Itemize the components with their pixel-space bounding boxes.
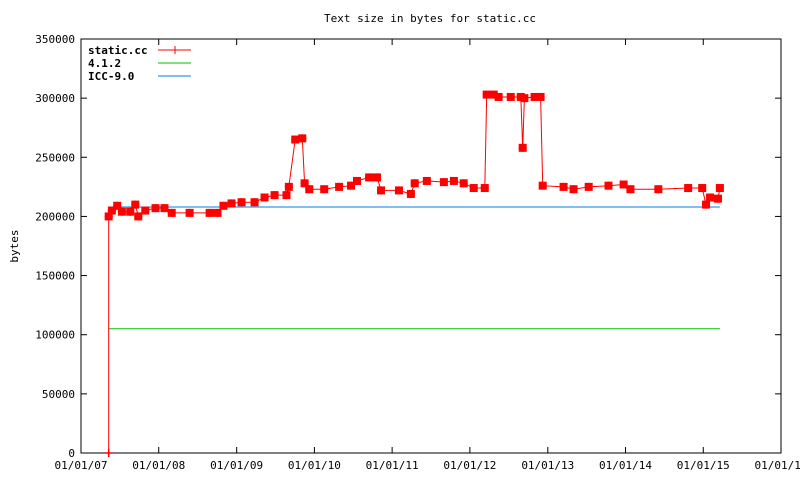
- data-point-marker: [335, 182, 344, 191]
- data-point-marker: [494, 92, 503, 101]
- y-axis-label: bytes: [8, 229, 21, 262]
- data-point-marker: [559, 182, 568, 191]
- series-line-static.cc: [108, 94, 721, 453]
- data-point-marker: [213, 208, 222, 217]
- data-point-marker: [422, 176, 431, 185]
- data-point-marker: [305, 185, 314, 194]
- data-point-marker: [654, 185, 663, 194]
- data-point-marker: [715, 184, 724, 193]
- y-tick-label: 50000: [42, 388, 75, 401]
- x-tick-label: 01/01/15: [677, 459, 730, 472]
- data-point-marker: [520, 94, 529, 103]
- x-tick-label: 01/01/07: [55, 459, 108, 472]
- data-point-marker: [270, 191, 279, 200]
- y-tick-label: 200000: [35, 210, 75, 223]
- data-point-marker: [167, 208, 176, 217]
- y-tick-label: 250000: [35, 151, 75, 164]
- x-tick-label: 01/01/08: [132, 459, 185, 472]
- data-point-marker: [538, 181, 547, 190]
- y-tick-label: 150000: [35, 270, 75, 283]
- data-point-marker: [365, 173, 374, 182]
- data-point-marker: [604, 181, 613, 190]
- data-point-marker: [410, 179, 419, 188]
- data-point-marker: [713, 194, 722, 203]
- data-point-marker: [480, 184, 489, 193]
- data-point-marker: [300, 179, 309, 188]
- data-point-marker: [449, 176, 458, 185]
- data-point-marker: [406, 189, 415, 198]
- data-point-marker: [227, 199, 236, 208]
- data-point-marker: [394, 186, 403, 195]
- chart-title: Text size in bytes for static.cc: [324, 12, 536, 25]
- y-tick-label: 100000: [35, 329, 75, 342]
- data-point-marker: [684, 184, 693, 193]
- data-point-marker: [506, 92, 515, 101]
- data-point-marker: [298, 134, 307, 143]
- data-point-marker: [237, 198, 246, 207]
- data-point-marker: [320, 185, 329, 194]
- x-tick-label: 01/01/11: [366, 459, 419, 472]
- data-point-marker: [117, 207, 126, 216]
- y-tick-label: 0: [68, 447, 75, 460]
- data-point-marker: [489, 90, 498, 99]
- data-point-marker: [141, 206, 150, 215]
- data-point-marker: [469, 184, 478, 193]
- data-point-marker: [260, 193, 269, 202]
- data-point-marker: [530, 92, 539, 101]
- data-point-marker: [282, 191, 291, 200]
- y-tick-label: 300000: [35, 92, 75, 105]
- data-point-marker: [126, 207, 135, 216]
- data-point-marker: [439, 178, 448, 187]
- x-tick-label: 01/01/12: [443, 459, 496, 472]
- data-point-marker: [569, 185, 578, 194]
- data-point-marker: [584, 182, 593, 191]
- data-point-marker: [482, 90, 491, 99]
- data-point-marker: [347, 181, 356, 190]
- data-point-marker: [107, 206, 116, 215]
- data-point-marker: [113, 201, 122, 210]
- data-point-marker: [626, 185, 635, 194]
- data-point-marker: [284, 182, 293, 191]
- plot-frame: [80, 38, 782, 454]
- data-point-marker: [518, 143, 527, 152]
- data-point-marker: [205, 208, 214, 217]
- data-point: [104, 449, 113, 457]
- data-point-marker: [698, 184, 707, 193]
- data-point-marker: [185, 208, 194, 217]
- legend-marker: [170, 46, 179, 54]
- legend-label: 4.1.2: [88, 57, 121, 70]
- data-point-marker: [151, 204, 160, 213]
- y-tick-label: 350000: [35, 33, 75, 46]
- x-tick-label: 01/01/16: [755, 459, 800, 472]
- data-point-marker: [104, 212, 113, 221]
- data-point-marker: [536, 92, 545, 101]
- data-point-marker: [219, 201, 228, 210]
- data-point-marker: [352, 176, 361, 185]
- data-point-marker: [619, 180, 628, 189]
- legend-label: static.cc: [88, 44, 148, 57]
- data-point-marker: [134, 212, 143, 221]
- legend-label: ICC-9.0: [88, 70, 134, 83]
- data-point-marker: [377, 186, 386, 195]
- data-point-marker: [160, 204, 169, 213]
- data-point-marker: [131, 200, 140, 209]
- data-point-marker: [459, 179, 468, 188]
- data-point-marker: [250, 198, 259, 207]
- data-point-marker: [706, 193, 715, 202]
- x-tick-label: 01/01/10: [288, 459, 341, 472]
- data-point-marker: [291, 135, 300, 144]
- x-tick-label: 01/01/09: [210, 459, 263, 472]
- data-point-marker: [373, 173, 382, 182]
- x-tick-label: 01/01/14: [599, 459, 652, 472]
- x-tick-label: 01/01/13: [521, 459, 574, 472]
- data-point-marker: [702, 200, 711, 209]
